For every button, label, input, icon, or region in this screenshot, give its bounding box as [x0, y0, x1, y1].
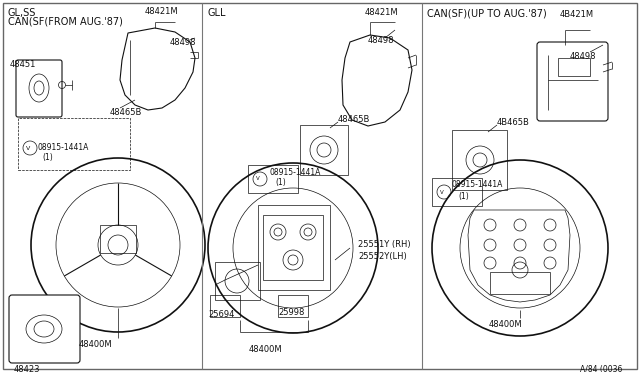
Text: CAN(SF)(UP TO AUG.'87): CAN(SF)(UP TO AUG.'87): [427, 8, 547, 18]
Text: V: V: [26, 145, 30, 151]
FancyBboxPatch shape: [16, 60, 62, 117]
Text: 25552Y(LH): 25552Y(LH): [358, 252, 407, 261]
Bar: [558, 58, 590, 76]
FancyBboxPatch shape: [537, 42, 608, 121]
Bar: [18, 118, 130, 170]
Bar: [258, 205, 330, 290]
Text: CAN(SF(FROM AUG.'87): CAN(SF(FROM AUG.'87): [8, 17, 123, 27]
Text: 08915-1441A: 08915-1441A: [38, 143, 90, 152]
Text: 48498: 48498: [570, 52, 596, 61]
Bar: [215, 262, 260, 300]
Text: 48465B: 48465B: [338, 115, 371, 124]
Bar: [100, 225, 136, 253]
Text: 48498: 48498: [368, 36, 394, 45]
Text: V: V: [440, 189, 444, 195]
Text: 48400M: 48400M: [78, 340, 112, 349]
Text: A/84 (0036: A/84 (0036: [580, 365, 622, 372]
Text: 4B421M: 4B421M: [560, 10, 594, 19]
Text: GL,SS: GL,SS: [8, 8, 36, 18]
Text: 48400M: 48400M: [488, 320, 522, 329]
Bar: [432, 178, 482, 206]
Text: 25694: 25694: [208, 310, 234, 319]
Bar: [278, 295, 308, 317]
Text: 08915-1441A: 08915-1441A: [452, 180, 504, 189]
Text: (1): (1): [275, 178, 285, 187]
Text: 48421M: 48421M: [145, 7, 179, 16]
Bar: [490, 272, 550, 294]
FancyBboxPatch shape: [9, 295, 80, 363]
Polygon shape: [342, 35, 412, 126]
Text: 48423: 48423: [14, 365, 40, 372]
Bar: [248, 165, 298, 193]
Text: 25998: 25998: [278, 308, 305, 317]
Text: (1): (1): [42, 153, 52, 162]
Polygon shape: [120, 28, 195, 110]
Text: 48451: 48451: [10, 60, 36, 69]
Text: 48421M: 48421M: [365, 8, 399, 17]
Bar: [300, 125, 348, 175]
Text: 48498: 48498: [170, 38, 196, 47]
Text: 4B465B: 4B465B: [497, 118, 530, 127]
Text: (1): (1): [458, 192, 468, 201]
Text: 25551Y (RH): 25551Y (RH): [358, 240, 411, 249]
Text: V: V: [256, 176, 260, 182]
Bar: [263, 215, 323, 280]
Text: 08915-1441A: 08915-1441A: [270, 168, 321, 177]
Polygon shape: [468, 210, 570, 302]
Bar: [452, 130, 507, 190]
Bar: [210, 295, 240, 317]
Text: 48465B: 48465B: [110, 108, 142, 117]
Text: 48400M: 48400M: [248, 345, 282, 354]
Text: GLL: GLL: [207, 8, 225, 18]
